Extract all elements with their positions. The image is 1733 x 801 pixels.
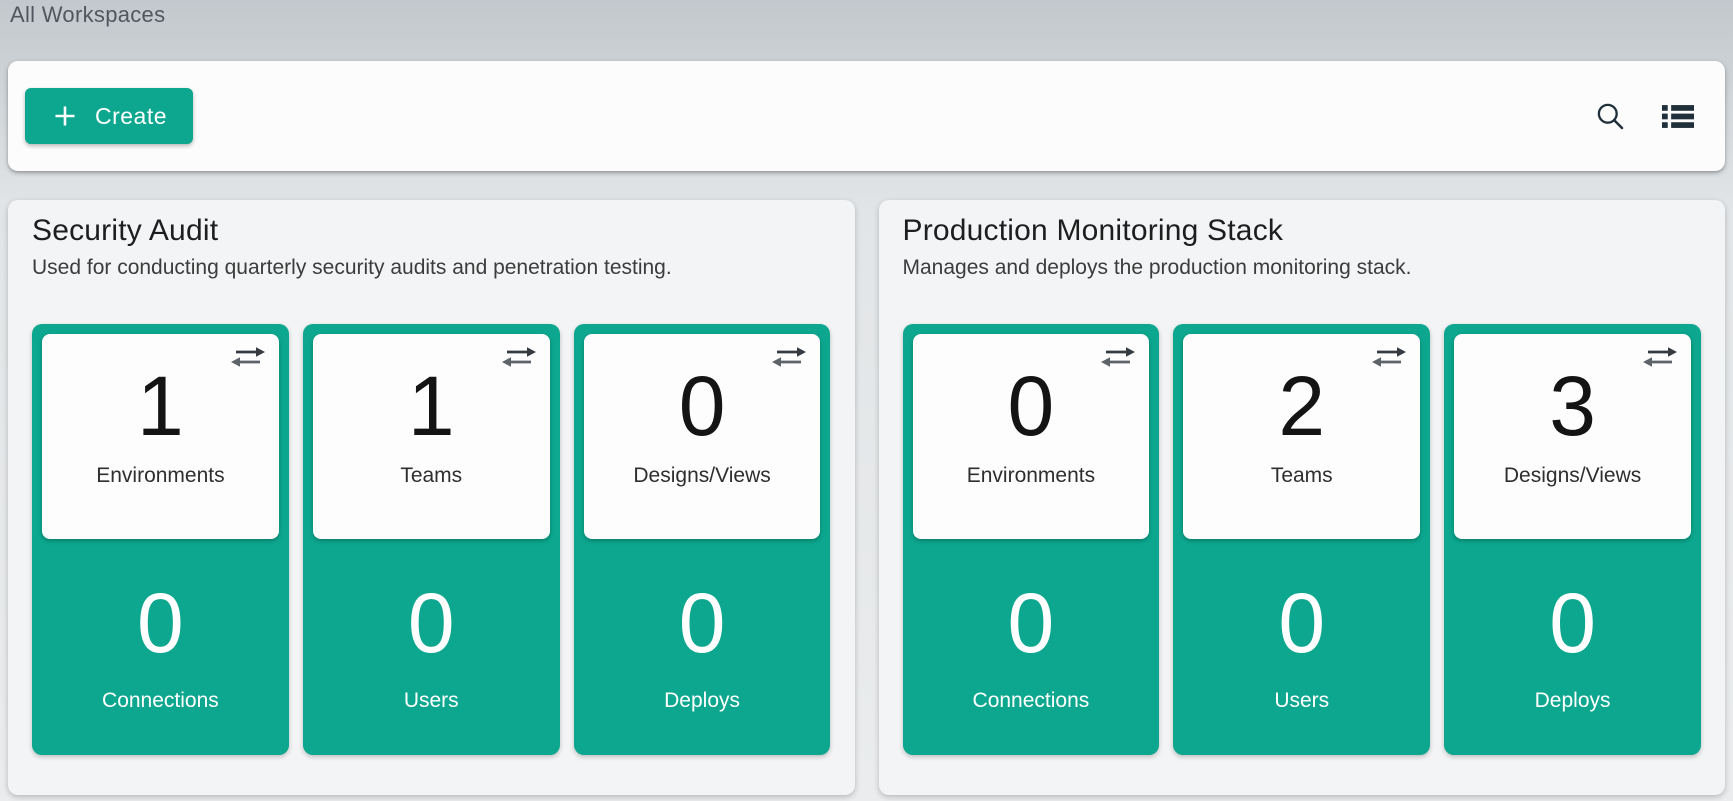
stat-value: 2	[1278, 359, 1326, 453]
swap-icon[interactable]	[501, 346, 537, 368]
workspace-description: Manages and deploys the production monit…	[902, 256, 1412, 279]
stat-card-designs-deploys: 3 Designs/Views 0 Deploys	[1444, 324, 1701, 755]
stat-card-environments-connections: 0 Environments 0 Connections	[902, 324, 1160, 755]
teams-tile[interactable]: 1 Teams	[312, 334, 550, 539]
deploys-tile[interactable]: 0 Deploys	[584, 539, 821, 745]
workspace-card-production-monitoring-stack: Production Monitoring Stack Manages and …	[878, 200, 1725, 795]
stat-cards-row: 0 Environments 0 Connections	[902, 324, 1702, 755]
swap-icon[interactable]	[1371, 346, 1407, 368]
stat-label: Connections	[972, 689, 1090, 713]
swap-icon[interactable]	[230, 346, 266, 368]
stat-label: Teams	[400, 464, 463, 488]
users-tile[interactable]: 0 Users	[1183, 539, 1420, 745]
stat-value: 0	[407, 576, 455, 670]
workspace-title: Security Audit	[32, 214, 219, 247]
toolbar-actions	[1588, 94, 1700, 138]
users-tile[interactable]: 0 Users	[313, 539, 550, 745]
stat-label: Environments	[966, 464, 1096, 488]
workspace-title: Production Monitoring Stack	[902, 214, 1284, 247]
designs-views-tile[interactable]: 3 Designs/Views	[1454, 334, 1691, 539]
stat-label: Users	[403, 689, 459, 713]
teams-tile[interactable]: 2 Teams	[1183, 334, 1421, 539]
stat-value: 0	[1007, 576, 1055, 670]
swap-icon[interactable]	[1100, 346, 1136, 368]
stat-value: 0	[1007, 359, 1055, 453]
list-view-icon[interactable]	[1656, 94, 1700, 138]
create-workspace-button[interactable]: Create	[25, 88, 193, 144]
workspaces-grid: Security Audit Used for conducting quart…	[8, 200, 1725, 795]
search-icon[interactable]	[1588, 94, 1632, 138]
workspace-card-security-audit: Security Audit Used for conducting quart…	[8, 200, 855, 795]
deploys-tile[interactable]: 0 Deploys	[1454, 539, 1691, 745]
swap-icon[interactable]	[771, 346, 807, 368]
stat-value: 1	[407, 359, 455, 453]
stat-value: 0	[678, 576, 726, 670]
stat-label: Deploys	[664, 689, 740, 713]
stat-label: Designs/Views	[633, 464, 771, 488]
stat-value: 0	[1549, 576, 1596, 670]
stat-label: Teams	[1270, 464, 1333, 488]
stat-value: 1	[137, 359, 184, 453]
create-button-label: Create	[94, 102, 168, 129]
environments-tile[interactable]: 0 Environments	[912, 334, 1150, 539]
designs-views-tile[interactable]: 0 Designs/Views	[583, 334, 821, 539]
stat-cards-row: 1 Environments 0 Connections	[32, 324, 831, 755]
stat-value: 0	[678, 359, 726, 453]
stat-card-designs-deploys: 0 Designs/Views 0 Deploys	[573, 324, 831, 755]
stat-card-teams-users: 2 Teams 0 Users	[1173, 324, 1431, 755]
toolbar: Create	[8, 61, 1725, 171]
stat-value: 3	[1549, 359, 1596, 453]
stat-label: Designs/Views	[1503, 464, 1642, 488]
swap-icon[interactable]	[1642, 346, 1678, 368]
stat-value: 0	[1278, 576, 1326, 670]
stat-card-environments-connections: 1 Environments 0 Connections	[32, 324, 289, 755]
plus-icon	[51, 102, 79, 130]
stat-label: Deploys	[1534, 689, 1611, 713]
workspace-description: Used for conducting quarterly security a…	[32, 256, 672, 279]
stat-label: Users	[1274, 689, 1330, 713]
page-title: All Workspaces	[10, 2, 166, 27]
environments-tile[interactable]: 1 Environments	[42, 334, 279, 539]
stat-card-teams-users: 1 Teams 0 Users	[302, 324, 560, 755]
stat-value: 0	[137, 576, 184, 670]
stat-label: Connections	[102, 689, 219, 713]
stat-label: Environments	[96, 464, 225, 488]
connections-tile[interactable]: 0 Connections	[42, 539, 279, 745]
connections-tile[interactable]: 0 Connections	[913, 539, 1150, 745]
